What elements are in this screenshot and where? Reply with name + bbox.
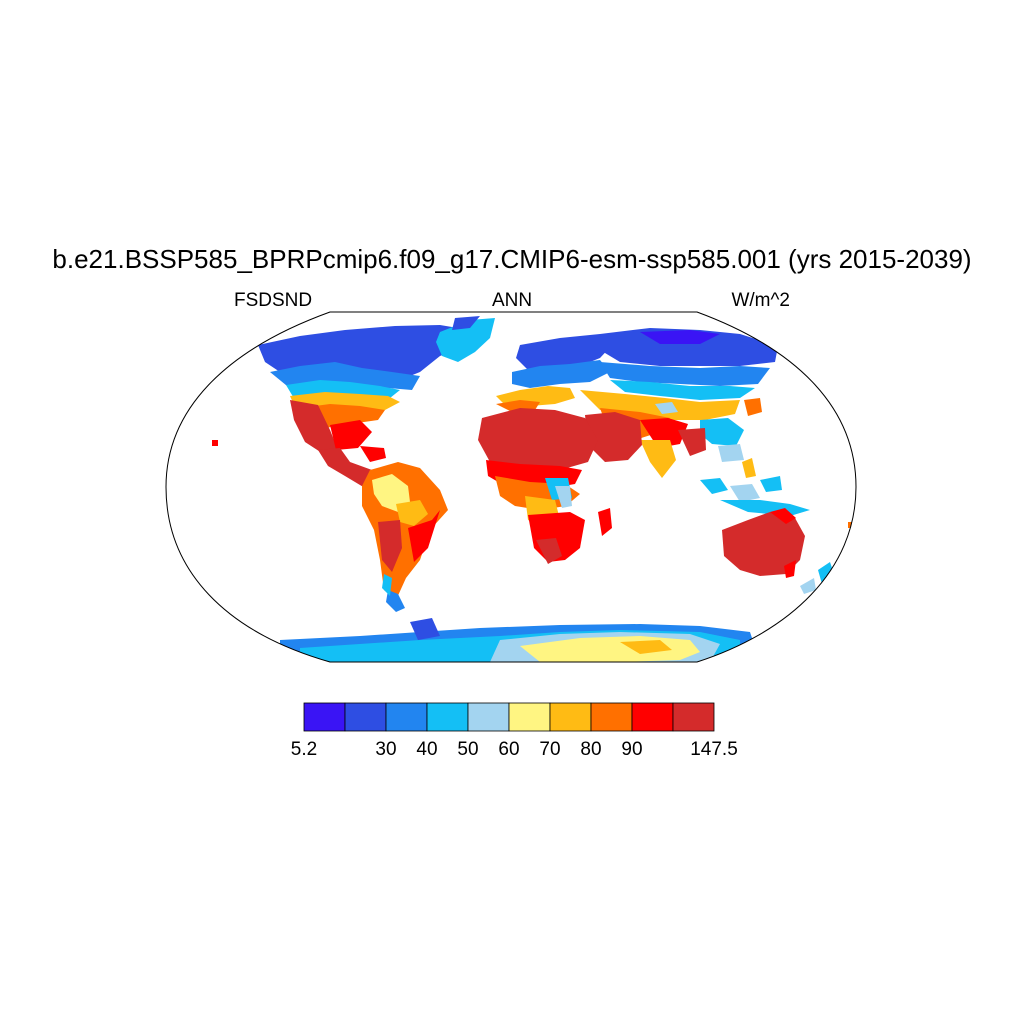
map-content bbox=[166, 312, 856, 662]
colorbar-tick-label: 5.2 bbox=[291, 739, 317, 760]
asia bbox=[580, 328, 778, 478]
europe bbox=[496, 334, 615, 412]
greenland bbox=[436, 318, 495, 362]
africa bbox=[478, 408, 612, 564]
colorbar-swatch bbox=[672, 702, 715, 732]
colorbar-swatch bbox=[303, 702, 346, 732]
colorbar-swatch bbox=[426, 702, 469, 732]
colorbar-tick-label: 90 bbox=[621, 739, 642, 760]
antarctica bbox=[280, 618, 760, 662]
plot-title: b.e21.BSSP585_BPRPcmip6.f09_g17.CMIP6-es… bbox=[52, 244, 971, 274]
arabia bbox=[585, 412, 642, 462]
north-america bbox=[258, 325, 470, 488]
colorbar-tick-label: 40 bbox=[416, 739, 437, 760]
colorbar-swatch bbox=[508, 702, 551, 732]
colorbar-swatch bbox=[385, 702, 428, 732]
units-label: W/m^2 bbox=[731, 290, 790, 311]
australia bbox=[722, 508, 805, 578]
season-label: ANN bbox=[492, 290, 532, 311]
colorbar-tick-label: 80 bbox=[580, 739, 601, 760]
colorbar-tick-label: 147.5 bbox=[690, 739, 738, 760]
south-america bbox=[362, 462, 448, 612]
colorbar-tick-label: 60 bbox=[498, 739, 519, 760]
colorbar-tick-label: 70 bbox=[539, 739, 560, 760]
colorbar-swatch bbox=[467, 702, 510, 732]
colorbar-tick-label: 50 bbox=[457, 739, 478, 760]
colorbar bbox=[303, 702, 715, 732]
colorbar-swatch bbox=[590, 702, 633, 732]
new-zealand bbox=[818, 562, 834, 584]
colorbar-tick-label: 30 bbox=[375, 739, 396, 760]
colorbar-swatch bbox=[549, 702, 592, 732]
variable-label: FSDSND bbox=[234, 290, 312, 311]
colorbar-swatch bbox=[344, 702, 387, 732]
map-outline bbox=[165, 311, 857, 663]
colorbar-swatch bbox=[631, 702, 674, 732]
colorbar-labels: 5.2 30 40 50 60 70 80 90 147.5 bbox=[291, 739, 738, 760]
hawaii-marker bbox=[212, 440, 218, 446]
